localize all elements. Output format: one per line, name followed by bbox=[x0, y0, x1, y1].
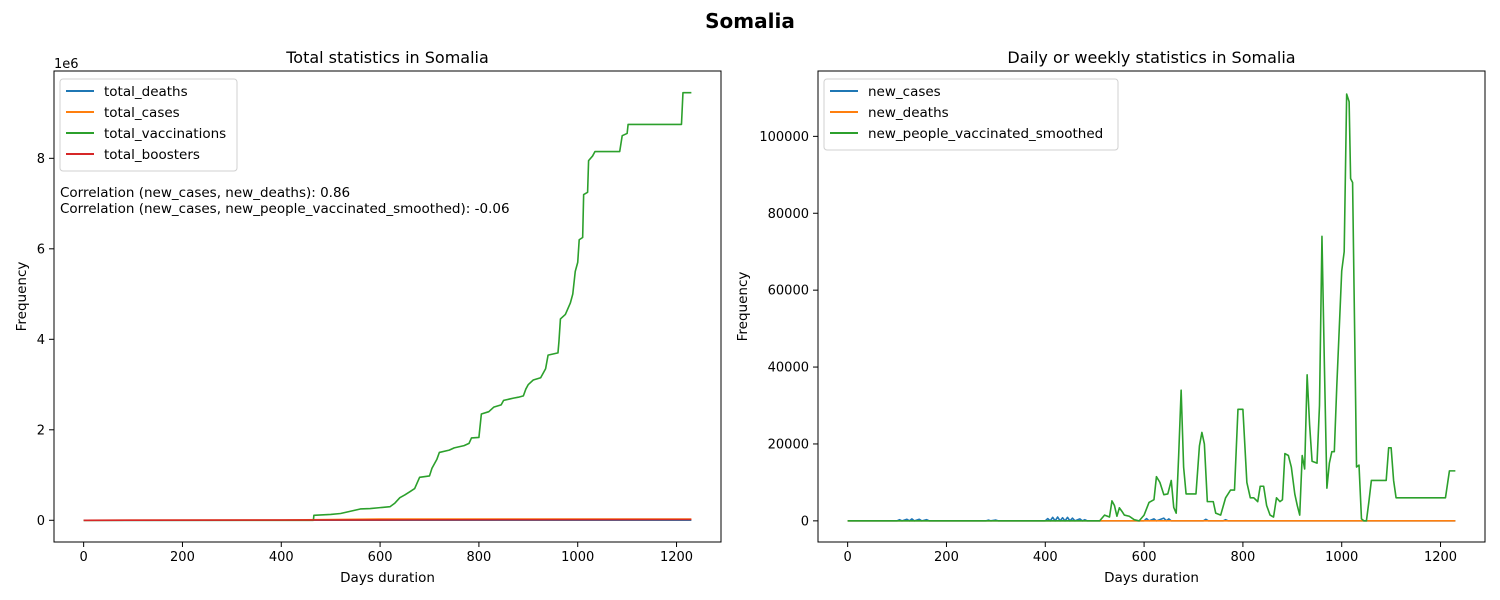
y-tick-label: 60000 bbox=[768, 284, 809, 299]
legend-frame bbox=[823, 78, 1119, 151]
new-people-vaccinated-smoothed-line bbox=[847, 93, 1456, 522]
y-tick-label: 0 bbox=[801, 514, 809, 529]
new-cases-line bbox=[847, 516, 1456, 522]
x-tick-label: 0 bbox=[844, 550, 852, 565]
total-statistics-title: Total statistics in Somalia bbox=[285, 48, 489, 67]
x-tick-label: 200 bbox=[170, 550, 195, 565]
figure-title: Somalia bbox=[705, 9, 795, 33]
legend-frame bbox=[59, 78, 238, 172]
correlation-annotation-deaths: Correlation (new_cases, new_deaths): 0.8… bbox=[60, 185, 350, 201]
legend-label-total-boosters: total_boosters bbox=[104, 147, 200, 163]
legend-label-total-deaths: total_deaths bbox=[104, 84, 188, 100]
x-tick-label: 1000 bbox=[561, 550, 594, 565]
x-tick-label: 200 bbox=[934, 550, 959, 565]
total-statistics-ticks: 0 200 400 600 800 1000 1200 0 2 4 6 8 bbox=[37, 152, 693, 565]
y-tick-label: 4 bbox=[37, 333, 45, 348]
total-statistics-axes-frame bbox=[53, 70, 722, 543]
daily-statistics-axes-frame bbox=[817, 70, 1486, 543]
daily-statistics-lines bbox=[847, 93, 1456, 522]
daily-statistics-xlabel: Days duration bbox=[1104, 570, 1199, 586]
x-tick-label: 1200 bbox=[1424, 550, 1457, 565]
x-tick-label: 800 bbox=[466, 550, 491, 565]
y-tick-label: 8 bbox=[37, 152, 45, 167]
total-vaccinations-line bbox=[83, 91, 692, 522]
total-statistics-ylabel: Frequency bbox=[14, 262, 30, 332]
y-tick-label: 80000 bbox=[768, 207, 809, 222]
total-boosters-line bbox=[83, 518, 692, 522]
total-statistics-lines bbox=[83, 91, 692, 522]
daily-statistics-title: Daily or weekly statistics in Somalia bbox=[1007, 48, 1295, 67]
y-tick-label: 100000 bbox=[759, 130, 809, 145]
y-tick-label: 0 bbox=[37, 514, 45, 529]
legend-label-new-people-vaccinated-smoothed: new_people_vaccinated_smoothed bbox=[868, 126, 1103, 142]
total-statistics-xlabel: Days duration bbox=[340, 570, 435, 586]
y-scale-offset-label: 1e6 bbox=[54, 57, 79, 72]
x-tick-label: 1200 bbox=[660, 550, 693, 565]
daily-statistics-legend: new_cases new_deaths new_people_vaccinated… bbox=[823, 78, 1119, 151]
correlation-annotation-vaccinated: Correlation (new_cases, new_people_vacci… bbox=[60, 201, 510, 217]
y-tick-label: 20000 bbox=[768, 437, 809, 452]
x-tick-label: 400 bbox=[269, 550, 294, 565]
daily-statistics-ylabel: Frequency bbox=[735, 272, 751, 342]
legend-label-total-vaccinations: total_vaccinations bbox=[104, 126, 226, 142]
y-tick-label: 40000 bbox=[768, 361, 809, 376]
total-statistics-legend: total_deaths total_cases total_vaccination… bbox=[59, 78, 238, 172]
daily-statistics-ticks: 0 200 400 600 800 1000 1200 0 20000 40000 60000 800… bbox=[759, 130, 1457, 565]
x-tick-label: 600 bbox=[1132, 550, 1157, 565]
x-tick-label: 600 bbox=[368, 550, 393, 565]
x-tick-label: 400 bbox=[1033, 550, 1058, 565]
total-statistics-panel: Total statistics in Somalia Days duratio… bbox=[14, 48, 722, 586]
x-tick-label: 1000 bbox=[1325, 550, 1358, 565]
y-tick-label: 6 bbox=[37, 242, 45, 257]
legend-label-total-cases: total_cases bbox=[104, 105, 180, 121]
daily-statistics-panel: Daily or weekly statistics in Somalia Da… bbox=[735, 48, 1486, 586]
x-tick-label: 800 bbox=[1230, 550, 1255, 565]
legend-label-new-deaths: new_deaths bbox=[868, 105, 949, 121]
y-tick-label: 2 bbox=[37, 423, 45, 438]
legend-label-new-cases: new_cases bbox=[868, 84, 941, 100]
x-tick-label: 0 bbox=[80, 550, 88, 565]
